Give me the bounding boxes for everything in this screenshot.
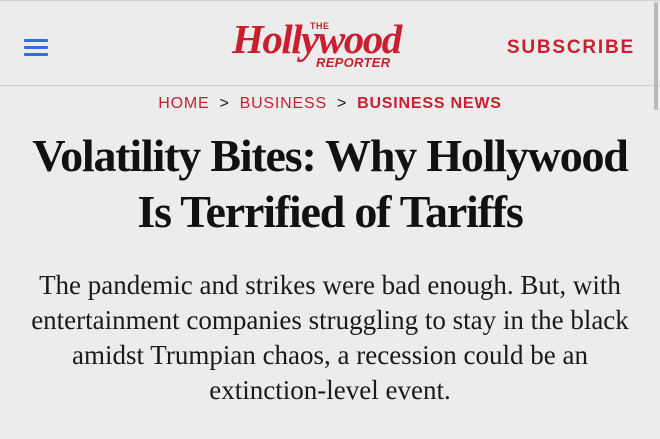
logo-wordmark: Hollywood: [232, 16, 402, 62]
site-header: Hollywood THE REPORTER SUBSCRIBE: [0, 1, 660, 86]
breadcrumb-business-news[interactable]: BUSINESS NEWS: [357, 95, 502, 112]
hamburger-menu-icon[interactable]: [22, 37, 50, 59]
top-divider: [0, 0, 660, 1]
breadcrumb: HOME > BUSINESS > BUSINESS NEWS: [0, 95, 660, 113]
subscribe-button[interactable]: SUBSCRIBE: [506, 37, 635, 58]
breadcrumb-separator: >: [336, 95, 348, 112]
menu-bar: [24, 53, 48, 56]
article-dek: The pandemic and strikes were bad enough…: [31, 270, 629, 405]
menu-bar: [24, 46, 48, 49]
article-headline: Volatility Bites: Why Hollywood Is Terri…: [32, 130, 629, 237]
logo-the: THE: [310, 21, 330, 31]
scrollbar-thumb[interactable]: [654, 2, 658, 110]
logo-reporter: REPORTER: [316, 55, 391, 70]
site-logo[interactable]: Hollywood THE REPORTER: [226, 9, 436, 79]
breadcrumb-business[interactable]: BUSINESS: [239, 95, 327, 112]
breadcrumb-home[interactable]: HOME: [158, 95, 210, 112]
breadcrumb-separator: >: [219, 95, 230, 112]
menu-bar: [24, 39, 48, 42]
